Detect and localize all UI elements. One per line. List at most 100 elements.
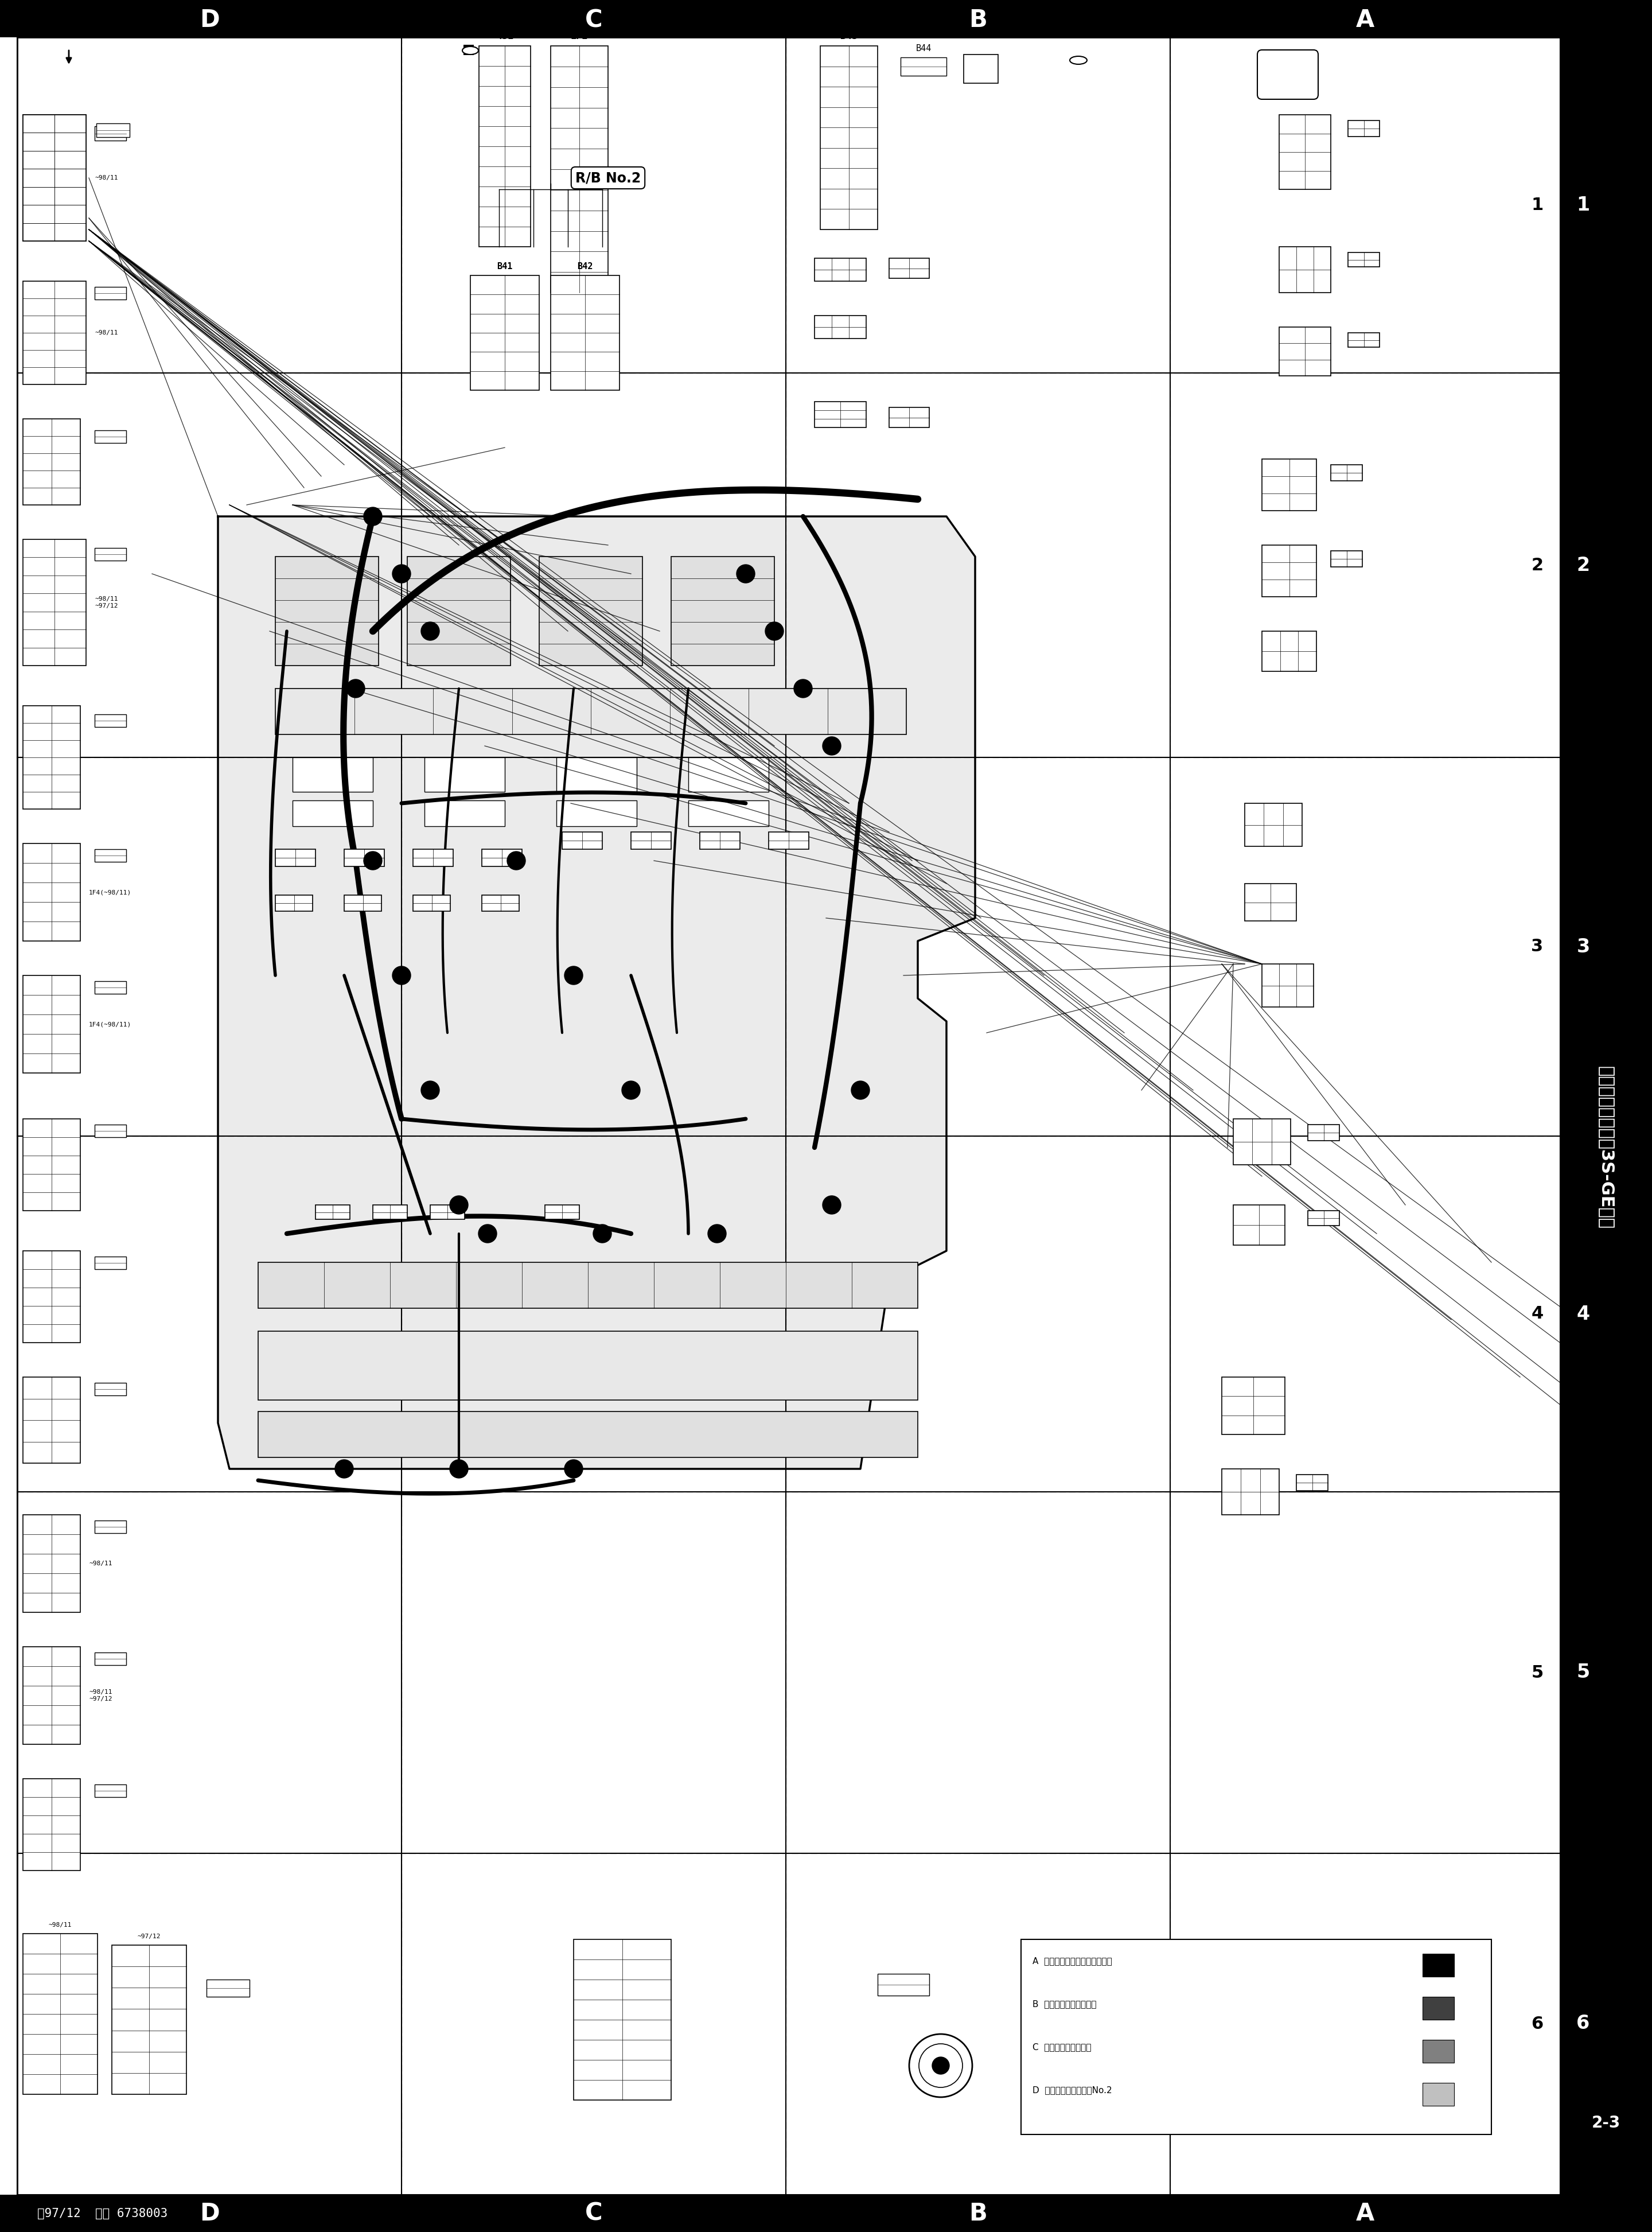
Circle shape [823, 1196, 841, 1214]
Bar [1332, 464, 1363, 480]
Bar [877, 1973, 928, 1995]
Text: D: D [200, 2201, 220, 2225]
Bar [344, 895, 382, 911]
Bar [0, 0, 1652, 38]
Circle shape [393, 565, 411, 583]
Ellipse shape [463, 47, 479, 54]
Bar [814, 315, 866, 339]
Bar [889, 259, 928, 279]
Bar [276, 687, 907, 734]
Bar [94, 1384, 126, 1395]
Bar [413, 848, 453, 866]
Circle shape [932, 2058, 950, 2074]
Ellipse shape [1070, 56, 1087, 65]
Bar [96, 123, 129, 136]
Bar [292, 757, 373, 792]
Text: 1: 1 [1531, 196, 1543, 214]
Bar [1348, 333, 1379, 348]
Circle shape [363, 507, 382, 525]
Text: B: B [970, 2201, 988, 2225]
Bar [900, 58, 947, 76]
Bar [94, 1783, 126, 1797]
Bar [1348, 121, 1379, 136]
Bar [23, 1779, 81, 1870]
Bar [557, 801, 636, 826]
Bar [482, 895, 519, 911]
Bar [1297, 1475, 1328, 1491]
Bar [23, 114, 86, 241]
Bar [1262, 632, 1317, 672]
Bar [814, 402, 866, 429]
Bar [425, 801, 506, 826]
Circle shape [421, 1080, 439, 1100]
Bar [821, 47, 877, 230]
Bar [23, 1377, 81, 1464]
Bar [1559, 38, 1652, 2194]
Bar [0, 2194, 1652, 2232]
Text: ~98/11: ~98/11 [94, 330, 117, 335]
Text: （97/12  図番 6738003: （97/12 図番 6738003 [38, 2207, 167, 2219]
Text: ~98/11
~97/12: ~98/11 ~97/12 [89, 1690, 112, 1701]
Bar [889, 408, 928, 429]
Bar [1422, 1998, 1454, 2020]
Bar [539, 556, 643, 665]
Circle shape [507, 850, 525, 870]
Text: C: C [585, 9, 603, 31]
Bar [631, 833, 671, 848]
Circle shape [919, 2045, 963, 2087]
Circle shape [851, 1080, 869, 1100]
Text: 6: 6 [1576, 2013, 1589, 2033]
Text: 431: 431 [496, 31, 514, 42]
Bar [408, 556, 510, 665]
Bar [471, 275, 539, 391]
Bar [550, 275, 620, 391]
Bar [413, 895, 451, 911]
Bar [94, 431, 126, 442]
Bar [1422, 2082, 1454, 2105]
Text: ~97/12: ~97/12 [137, 1933, 160, 1940]
Text: D  フロアサブハーネスNo.2: D フロアサブハーネスNo.2 [1032, 2085, 1112, 2094]
Bar [258, 1330, 919, 1399]
Circle shape [449, 1460, 468, 1478]
Circle shape [363, 850, 382, 870]
Circle shape [449, 1196, 468, 1214]
Bar [1308, 1210, 1340, 1225]
Text: 2: 2 [1531, 556, 1543, 574]
Bar [23, 1933, 97, 2094]
Bar [557, 757, 636, 792]
Circle shape [795, 679, 813, 699]
Circle shape [593, 1225, 611, 1243]
Bar [1244, 884, 1297, 922]
Bar [276, 848, 316, 866]
Bar [1262, 964, 1313, 1007]
Circle shape [621, 1080, 641, 1100]
Bar [1308, 1125, 1340, 1141]
Bar [425, 757, 506, 792]
Text: 3: 3 [1576, 937, 1589, 955]
Bar [94, 1652, 126, 1665]
Text: 2-3: 2-3 [1591, 2116, 1621, 2132]
Bar [963, 54, 998, 83]
Bar [23, 705, 81, 808]
Text: 1F4(~98/11): 1F4(~98/11) [89, 888, 132, 895]
Bar [23, 844, 81, 942]
Text: 2: 2 [1576, 556, 1589, 574]
Bar [23, 1118, 81, 1210]
Bar [94, 549, 126, 560]
Bar [1262, 460, 1317, 511]
Bar [1222, 1469, 1279, 1516]
Text: 4: 4 [1531, 1306, 1543, 1321]
Text: 6: 6 [1531, 2015, 1543, 2031]
Text: B42: B42 [577, 261, 593, 270]
Text: R/B No.2: R/B No.2 [575, 172, 641, 185]
Bar [482, 848, 522, 866]
Bar [23, 420, 81, 504]
Circle shape [393, 966, 411, 984]
Bar [1422, 2040, 1454, 2062]
Circle shape [765, 623, 783, 641]
Bar [814, 259, 866, 281]
Bar [276, 895, 312, 911]
Text: D: D [200, 9, 220, 31]
Bar [689, 801, 768, 826]
Text: 5: 5 [1576, 1663, 1589, 1683]
